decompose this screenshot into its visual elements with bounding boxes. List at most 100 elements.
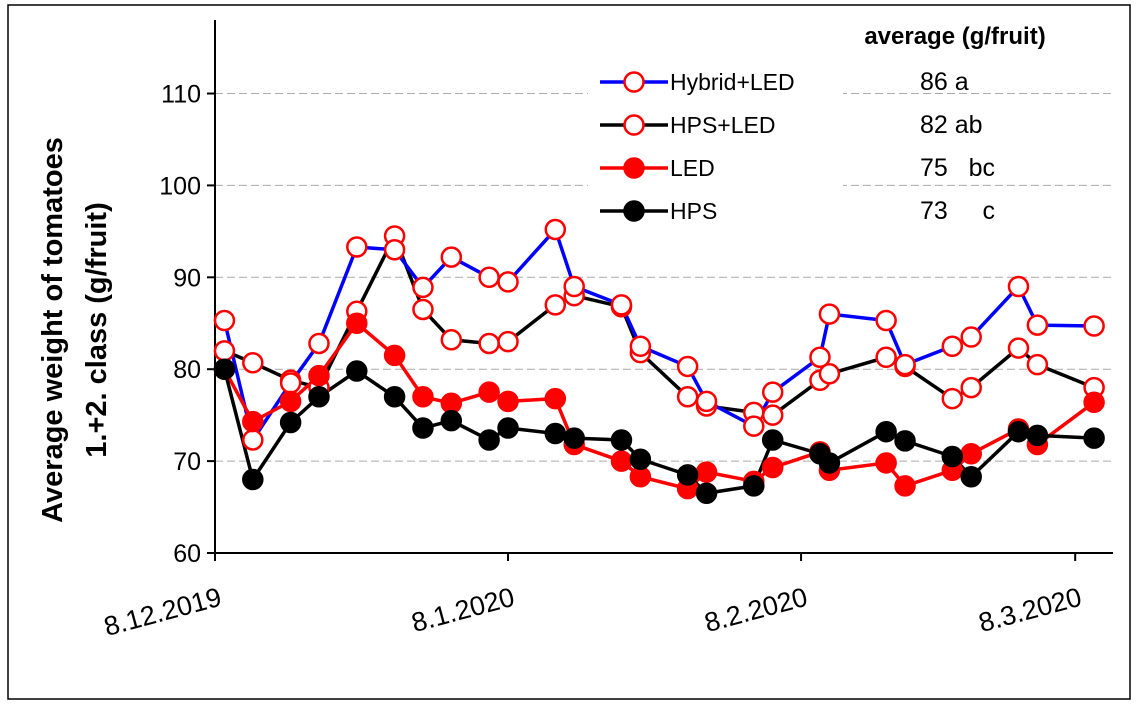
data-point — [544, 422, 567, 445]
data-point — [875, 309, 897, 332]
data-point — [440, 329, 463, 351]
data-point — [941, 445, 964, 468]
data-point — [383, 344, 406, 367]
data-point — [563, 275, 585, 298]
data-point — [761, 381, 784, 403]
data-point — [894, 353, 916, 376]
data-point — [478, 266, 500, 289]
data-point — [544, 387, 567, 410]
data-point — [1083, 427, 1105, 449]
data-point — [960, 326, 982, 348]
y-tick-label: 70 — [173, 448, 201, 476]
data-point — [478, 429, 500, 451]
data-point — [497, 271, 519, 293]
plot — [213, 218, 1105, 505]
data-point — [629, 448, 652, 471]
data-point — [818, 363, 841, 385]
average-label: 75 bc — [920, 154, 995, 182]
data-point — [875, 420, 897, 443]
data-point — [478, 332, 500, 355]
data-point — [1083, 315, 1105, 337]
legend-marker — [623, 157, 645, 179]
data-point — [213, 340, 236, 362]
data-point — [894, 475, 916, 497]
data-point — [279, 372, 302, 394]
data-point — [1026, 424, 1049, 447]
data-point — [875, 346, 897, 369]
data-point — [610, 294, 633, 316]
data-point — [818, 452, 841, 474]
data-point — [242, 352, 264, 374]
data-point — [308, 332, 330, 355]
data-point — [809, 346, 831, 369]
data-point — [743, 415, 765, 437]
averages-title: average (g/fruit) — [864, 23, 1045, 50]
data-point — [213, 358, 236, 380]
legend: Hybrid+LED 86 a HPS+LED 82 ab LED 75 bc HPS 73 … — [600, 68, 995, 225]
data-point — [941, 387, 964, 410]
data-point — [960, 465, 982, 488]
y-tick-label: 90 — [173, 264, 201, 292]
data-point — [440, 246, 463, 268]
data-point — [1026, 353, 1049, 376]
data-point — [610, 450, 633, 472]
data-point — [346, 360, 368, 382]
legend-label: Hybrid+LED — [670, 69, 795, 95]
data-point — [308, 364, 330, 387]
data-point — [610, 429, 633, 451]
data-point — [761, 429, 784, 451]
data-point — [1007, 337, 1030, 359]
average-label: 82 ab — [920, 111, 983, 139]
data-point — [478, 381, 500, 403]
data-point — [544, 218, 567, 241]
data-point — [383, 386, 406, 408]
data-point — [346, 236, 368, 258]
data-point — [960, 376, 982, 399]
data-point — [279, 390, 302, 413]
data-point — [629, 335, 652, 357]
y-tick-label: 100 — [159, 172, 201, 200]
data-point — [412, 417, 434, 439]
data-point — [497, 417, 519, 439]
data-point — [544, 294, 567, 316]
data-point — [412, 386, 434, 408]
data-point — [743, 475, 765, 497]
data-point — [346, 312, 368, 335]
data-point — [242, 468, 264, 491]
data-point — [875, 452, 897, 474]
data-point — [412, 298, 434, 321]
frame — [7, 4, 1131, 700]
data-point — [695, 482, 718, 505]
y-tick-label: 80 — [173, 356, 201, 384]
data-point — [497, 390, 519, 413]
data-point — [1083, 391, 1105, 414]
legend-marker — [623, 200, 645, 222]
legend-marker — [623, 114, 645, 136]
data-point — [695, 461, 718, 483]
data-point — [497, 330, 519, 353]
average-label: 86 a — [920, 68, 969, 96]
data-point — [440, 409, 463, 432]
data-point — [761, 404, 784, 426]
data-point — [1007, 275, 1030, 298]
data-point — [242, 429, 264, 451]
data-point — [412, 276, 434, 299]
data-point — [440, 392, 463, 414]
data-point — [695, 390, 718, 413]
data-point — [676, 386, 699, 408]
y-axis-label: 1.+2. class (g/fruit) — [81, 202, 113, 457]
data-point — [279, 411, 302, 434]
data-point — [761, 456, 784, 479]
average-label: 73 c — [920, 197, 995, 225]
data-point — [676, 464, 699, 486]
data-point — [563, 427, 585, 449]
y-axis-label: Average weight of tomatoes — [37, 137, 69, 523]
legend-label: LED — [670, 155, 715, 181]
data-point — [941, 335, 964, 357]
data-point — [1026, 314, 1049, 336]
y-tick-label: 60 — [173, 540, 201, 568]
legend-marker — [623, 71, 645, 93]
data-point — [213, 309, 236, 332]
data-point — [894, 430, 916, 452]
